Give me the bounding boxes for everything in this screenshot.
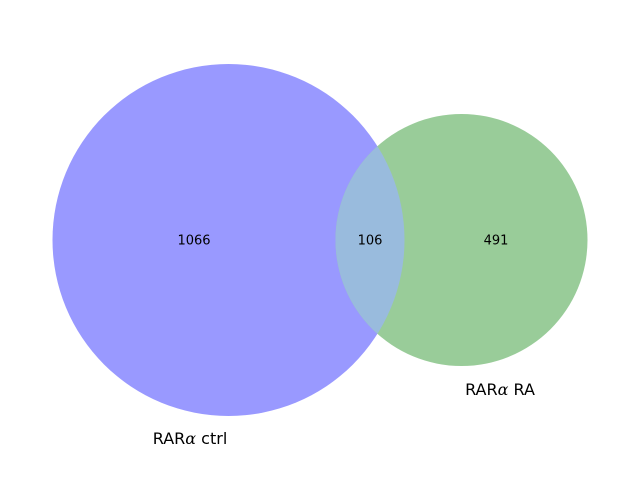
set-a-label-suffix: ctrl — [196, 429, 227, 448]
set-a-label: RARα ctrl — [153, 429, 228, 448]
set-a-only-count: 1066 — [177, 234, 210, 249]
set-a-circle — [52, 64, 405, 416]
set-a-label-greek: α — [185, 429, 196, 448]
set-b-label: RARα RA — [465, 380, 535, 399]
set-b-label-greek: α — [498, 380, 509, 399]
intersection-count: 106 — [358, 234, 383, 249]
set-b-circle — [335, 114, 588, 366]
set-b-only-count: 491 — [484, 234, 509, 249]
set-b-label-suffix: RA — [508, 380, 535, 399]
set-a-label-prefix: RAR — [153, 429, 186, 448]
set-b-label-prefix: RAR — [465, 380, 498, 399]
